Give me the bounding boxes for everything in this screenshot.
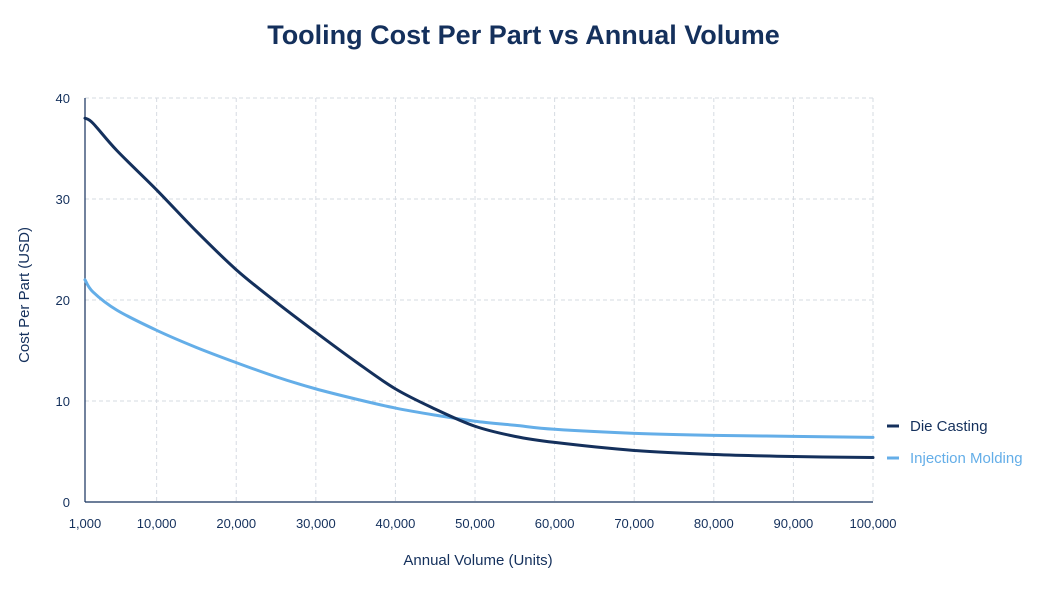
x-tick-label: 20,000 — [216, 516, 256, 531]
grid — [85, 97, 874, 502]
x-tick-label: 50,000 — [455, 516, 495, 531]
y-tick-label: 10 — [56, 394, 70, 409]
legend: Die Casting Injection Molding — [887, 418, 1023, 467]
y-tick-label: 40 — [56, 91, 70, 106]
x-axis-title: Annual Volume (Units) — [403, 552, 552, 569]
series-lines — [83, 116, 875, 460]
y-axis-title: Cost Per Part (USD) — [16, 227, 33, 363]
x-tick-label: 30,000 — [296, 516, 336, 531]
x-tick-label: 80,000 — [694, 516, 734, 531]
x-tick-label: 70,000 — [614, 516, 654, 531]
x-tick-label: 1,000 — [69, 516, 102, 531]
y-tick-label: 0 — [63, 495, 70, 510]
x-tick-label: 90,000 — [774, 516, 814, 531]
chart-title: Tooling Cost Per Part vs Annual Volume — [267, 20, 780, 50]
legend-label-injection-molding: Injection Molding — [910, 450, 1023, 467]
legend-label-die-casting: Die Casting — [910, 418, 988, 435]
x-tick-label: 40,000 — [376, 516, 416, 531]
series-line-die-casting — [83, 116, 875, 460]
x-tick-label: 100,000 — [850, 516, 897, 531]
axes: 1,000 10,000 20,000 30,000 40,000 50,000 60,00… — [56, 91, 897, 531]
y-tick-label: 30 — [56, 192, 70, 207]
series-line-injection-molding — [83, 278, 875, 439]
x-tick-label: 10,000 — [137, 516, 177, 531]
y-tick-label: 20 — [56, 293, 70, 308]
x-tick-label: 60,000 — [535, 516, 575, 531]
